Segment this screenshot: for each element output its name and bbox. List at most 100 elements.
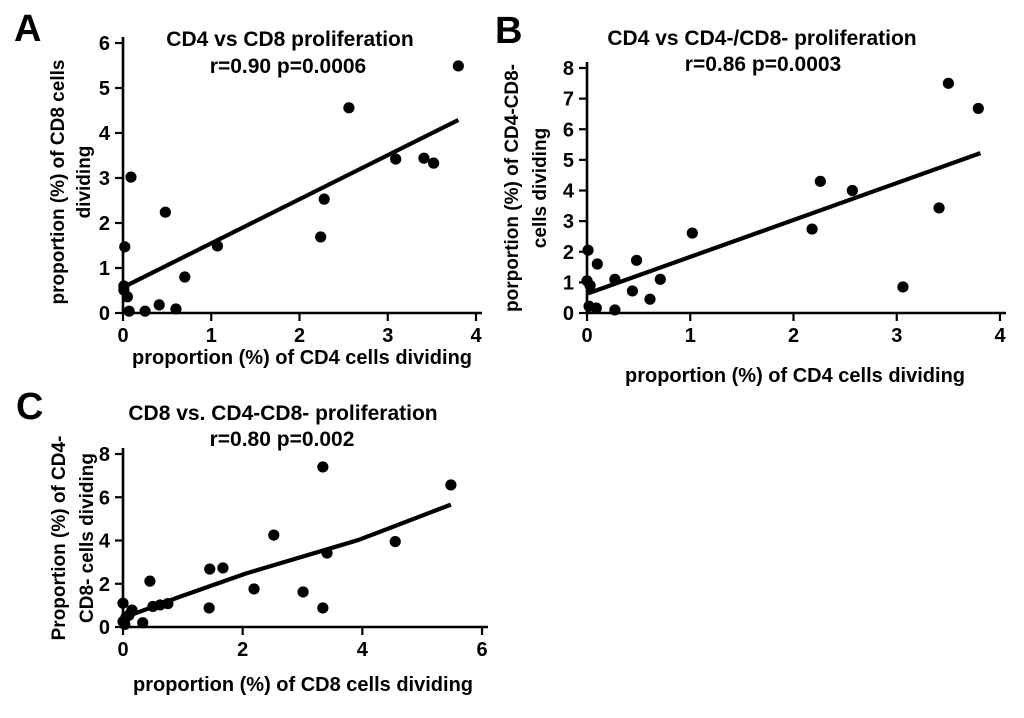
data-point bbox=[315, 231, 327, 243]
data-point bbox=[268, 529, 280, 541]
chart-a-title: CD4 vs CD8 proliferation bbox=[166, 28, 413, 51]
x-tick-label: 0 bbox=[117, 639, 128, 661]
chart-b-yaxis-label-line2: cells dividing bbox=[530, 128, 551, 248]
data-point bbox=[626, 285, 639, 297]
y-tick-label: 2 bbox=[563, 242, 574, 264]
data-point bbox=[153, 299, 165, 311]
axis-line bbox=[121, 37, 482, 315]
x-tick-label: 2 bbox=[294, 325, 305, 347]
data-point bbox=[609, 304, 621, 316]
data-point bbox=[125, 171, 137, 183]
data-point bbox=[584, 279, 596, 292]
data-point bbox=[121, 291, 134, 303]
chart-b-title: CD4 vs CD4-/CD8- proliferation bbox=[607, 27, 916, 50]
data-point bbox=[159, 206, 171, 218]
chart-c-subtitle: r=0.80 p=0.002 bbox=[210, 428, 355, 451]
data-point bbox=[203, 602, 215, 614]
data-point bbox=[317, 461, 329, 473]
data-point bbox=[321, 547, 333, 559]
data-point bbox=[126, 604, 138, 616]
y-tick-label: 3 bbox=[563, 211, 574, 233]
data-point bbox=[139, 305, 151, 317]
data-point bbox=[846, 184, 858, 197]
panel-label-c: C bbox=[16, 386, 44, 428]
data-point bbox=[806, 223, 818, 235]
scatter-chart-a: CD4 vs CD8 proliferation r=0.90 p=0.0006… bbox=[48, 28, 483, 369]
data-point bbox=[609, 273, 621, 285]
y-tick-label: 6 bbox=[563, 119, 574, 141]
data-point bbox=[591, 258, 603, 270]
axis-line bbox=[121, 448, 488, 629]
data-point bbox=[972, 102, 984, 115]
data-point bbox=[217, 562, 229, 574]
y-tick-label: 7 bbox=[563, 89, 574, 111]
y-tick-label: 4 bbox=[99, 531, 111, 553]
y-tick-label: 0 bbox=[99, 617, 110, 639]
y-tick-label: 5 bbox=[563, 150, 574, 172]
data-point bbox=[317, 602, 329, 614]
x-tick-label: 3 bbox=[382, 325, 393, 347]
x-tick-label: 2 bbox=[237, 639, 248, 661]
data-point bbox=[137, 617, 149, 629]
data-point bbox=[144, 575, 156, 587]
chart-a-yaxis-label-line2: dividing bbox=[74, 146, 95, 219]
y-tick-label: 8 bbox=[563, 58, 574, 80]
axis-line bbox=[585, 62, 1006, 315]
data-point bbox=[170, 303, 182, 315]
data-point bbox=[162, 598, 174, 610]
trendline bbox=[127, 502, 452, 619]
y-tick-label: 1 bbox=[99, 258, 110, 280]
x-tick-label: 1 bbox=[206, 325, 217, 347]
data-point bbox=[644, 293, 656, 305]
x-tick-label: 3 bbox=[891, 325, 902, 347]
x-tick-label: 4 bbox=[994, 325, 1006, 347]
y-tick-label: 4 bbox=[99, 123, 111, 145]
data-point bbox=[590, 302, 602, 314]
y-tick-label: 6 bbox=[99, 487, 110, 509]
panel-label-a: A bbox=[14, 8, 42, 50]
y-tick-label: 4 bbox=[563, 181, 575, 203]
data-point bbox=[897, 281, 909, 293]
trendline bbox=[122, 118, 460, 290]
data-point bbox=[445, 479, 457, 491]
y-tick-label: 0 bbox=[563, 303, 574, 325]
chart-c-yaxis-label-line2: CD8- cells dividing bbox=[77, 453, 98, 623]
data-point bbox=[123, 305, 135, 317]
data-point bbox=[297, 586, 309, 598]
y-tick-label: 8 bbox=[99, 444, 110, 466]
data-point bbox=[248, 583, 260, 595]
chart-b-yaxis-label-line1: porportion (%) of CD4-CD8- bbox=[502, 64, 523, 312]
x-tick-label: 0 bbox=[117, 325, 128, 347]
y-tick-label: 5 bbox=[99, 78, 110, 100]
data-point bbox=[204, 563, 216, 575]
trendline bbox=[587, 151, 982, 296]
chart-a-plot-area: 0 1 2 3 4 0 1 2 3 4 5 6 bbox=[99, 33, 483, 347]
chart-b-xaxis-label: proportion (%) of CD4 cells dividing bbox=[625, 365, 965, 387]
chart-a-yaxis-label-line1: proportion (%) of CD8 cells bbox=[48, 60, 69, 305]
data-point bbox=[582, 244, 594, 256]
chart-a-xaxis-label: proportion (%) of CD4 cells dividing bbox=[132, 347, 472, 369]
data-point bbox=[814, 175, 826, 187]
chart-c-plot-area: 0 2 4 6 0 2 4 6 8 bbox=[99, 444, 488, 661]
data-point bbox=[428, 157, 440, 169]
y-tick-label: 1 bbox=[563, 272, 574, 294]
panel-label-b: B bbox=[495, 10, 523, 52]
chart-a-subtitle: r=0.90 p=0.0006 bbox=[210, 55, 366, 78]
data-point bbox=[686, 227, 698, 239]
scatter-chart-c: CD8 vs. CD4-CD8- proliferation r=0.80 p=… bbox=[49, 402, 488, 696]
data-point bbox=[318, 193, 330, 205]
data-point bbox=[933, 202, 945, 214]
y-tick-label: 2 bbox=[99, 213, 110, 235]
chart-c-yaxis-label-line1: Proportion (%) of CD4- bbox=[49, 436, 70, 641]
data-point bbox=[119, 241, 131, 253]
x-tick-label: 4 bbox=[470, 325, 482, 347]
data-point bbox=[418, 152, 430, 164]
data-point bbox=[452, 60, 464, 72]
y-tick-label: 6 bbox=[99, 33, 110, 55]
y-tick-label: 3 bbox=[99, 168, 110, 190]
data-point bbox=[630, 254, 643, 266]
x-tick-label: 4 bbox=[357, 639, 369, 661]
scatter-chart-b: CD4 vs CD4-/CD8- proliferation r=0.86 p=… bbox=[502, 27, 1006, 387]
data-point bbox=[389, 535, 401, 548]
data-point bbox=[117, 597, 129, 609]
